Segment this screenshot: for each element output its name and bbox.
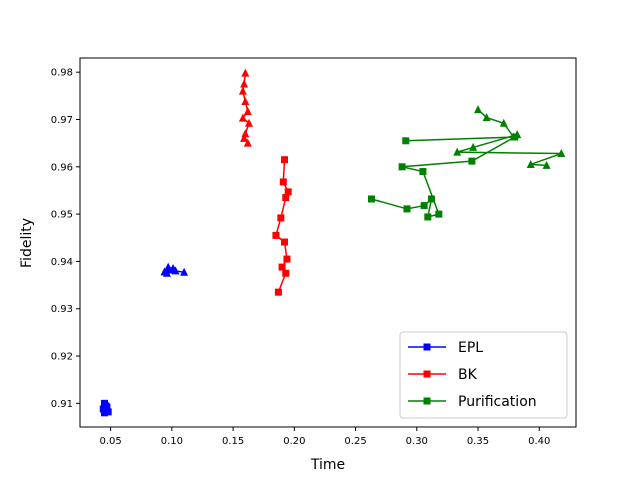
data-point (165, 265, 174, 274)
data-point (509, 132, 518, 141)
data-point (282, 269, 290, 277)
data-point (240, 133, 249, 142)
data-point (420, 202, 428, 210)
data-point (283, 255, 291, 263)
legend-marker (423, 370, 431, 378)
series-line (371, 136, 516, 218)
data-point (100, 409, 108, 417)
series-purification-triangle (453, 105, 566, 169)
data-point (402, 137, 410, 145)
legend-item: BK (408, 367, 478, 383)
data-point (526, 159, 535, 168)
data-point (245, 118, 254, 127)
legend-marker (423, 343, 431, 351)
x-tick-label: 0.05 (99, 436, 121, 447)
data-point (278, 263, 286, 271)
y-tick-label: 0.94 (51, 257, 73, 268)
data-point (424, 213, 432, 221)
x-tick-label: 0.40 (528, 436, 550, 447)
data-point (272, 231, 280, 239)
data-point (241, 97, 250, 106)
legend-box (399, 331, 568, 419)
data-point (279, 178, 287, 186)
data-point (102, 402, 110, 410)
data-point (542, 160, 551, 169)
x-tick-label: 0.25 (344, 436, 366, 447)
data-point (240, 79, 249, 88)
data-point (367, 195, 375, 203)
data-point (419, 168, 427, 176)
data-point (398, 163, 406, 171)
data-point (277, 214, 285, 222)
data-point (469, 142, 478, 151)
data-point (499, 118, 508, 127)
y-tick-label: 0.92 (51, 352, 73, 363)
x-axis: 0.05 0.10 0.15 0.20 0.25 0.30 0.35 0.40 (99, 427, 550, 447)
data-point (513, 130, 522, 139)
y-tick-label: 0.97 (51, 115, 73, 126)
data-point (241, 129, 250, 138)
data-point (171, 266, 180, 275)
data-point (238, 113, 247, 122)
data-point (474, 105, 483, 114)
data-point (435, 210, 443, 218)
data-point (281, 156, 289, 164)
data-point (284, 188, 292, 196)
y-tick-label: 0.96 (51, 162, 73, 173)
y-tick-label: 0.93 (51, 304, 73, 315)
data-point (453, 147, 462, 156)
y-tick-label: 0.95 (51, 210, 73, 221)
data-point (241, 68, 250, 77)
data-point (104, 408, 112, 416)
data-point (274, 288, 282, 296)
plot-series-layer (99, 68, 566, 417)
data-point (243, 106, 252, 115)
data-point (238, 86, 247, 95)
series-purification-square (367, 133, 519, 221)
series-bk-triangle (238, 68, 254, 147)
x-axis-label: Time (310, 457, 345, 473)
legend-label: EPL (458, 340, 483, 356)
x-tick-label: 0.10 (161, 436, 183, 447)
data-point (482, 113, 491, 122)
data-point (468, 157, 476, 165)
data-point (180, 267, 189, 276)
legend-label: BK (458, 367, 478, 383)
data-point (427, 195, 435, 203)
y-tick-label: 0.98 (51, 68, 73, 79)
series-bk-square (272, 156, 292, 296)
data-point (557, 149, 566, 158)
series-line (456, 109, 562, 167)
y-axis-label: Fidelity (19, 218, 35, 268)
series-epl-triangle (160, 262, 189, 277)
x-tick-label: 0.15 (222, 436, 244, 447)
y-tick-label: 0.91 (51, 399, 73, 410)
data-point (243, 138, 252, 147)
y-axis: 0.91 0.92 0.93 0.94 0.95 0.96 0.97 0.98 (51, 68, 80, 410)
legend-item: Purification (408, 394, 537, 410)
x-tick-label: 0.20 (283, 436, 305, 447)
x-tick-label: 0.35 (467, 436, 489, 447)
legend-marker (423, 397, 431, 405)
series-epl-square (99, 399, 112, 417)
data-point (282, 194, 290, 202)
legend-label: Purification (458, 394, 537, 410)
data-point (281, 238, 289, 246)
plot-frame (79, 57, 577, 428)
x-tick-label: 0.30 (406, 436, 428, 447)
legend: EPL BK Purification (399, 331, 568, 419)
legend-item: EPL (408, 340, 483, 356)
data-point (403, 205, 411, 213)
